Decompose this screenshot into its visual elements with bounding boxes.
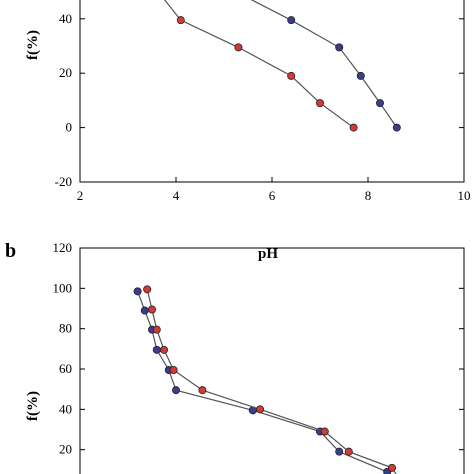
y-tick-label: 40 (59, 11, 72, 26)
x-tick-label: 10 (458, 188, 471, 203)
panel-label: b (5, 240, 16, 262)
x-tick-label: 4 (173, 188, 180, 203)
panel-b-chart: 20 40 60 80 100 120 f(%) b (5, 240, 465, 474)
data-point-blue (152, 345, 161, 354)
plot-frame (79, 247, 465, 474)
y-tick-label: 20 (59, 442, 72, 457)
data-point-blue (335, 447, 344, 456)
data-point-red (287, 71, 296, 80)
data-point-red (147, 305, 156, 314)
data-point-red (315, 99, 324, 108)
data-point-blue (392, 123, 401, 132)
data-point-red (234, 43, 243, 52)
plot-frame (79, 0, 465, 183)
series-line-red (146, 289, 397, 474)
y-tick-label: 60 (59, 361, 72, 376)
data-point-blue (171, 386, 180, 395)
y-tick-label: 80 (59, 321, 72, 336)
data-point-red (255, 405, 264, 414)
panel-a-chart: -200204060246810pHf(%) (25, 0, 471, 262)
data-point-red (152, 325, 161, 334)
x-axis-title: pH (258, 246, 278, 262)
data-point-red (349, 123, 358, 132)
series-line-red (163, 0, 354, 129)
x-tick-label: 8 (365, 188, 372, 203)
data-point-blue (133, 287, 142, 296)
data-point-red (198, 386, 207, 395)
data-point-blue (287, 16, 296, 25)
x-tick-label: 6 (269, 188, 276, 203)
y-tick-label: 0 (66, 120, 73, 135)
y-tick-label: 100 (53, 280, 73, 295)
x-tick-label: 2 (77, 188, 84, 203)
data-point-blue (335, 43, 344, 52)
series-line-blue (137, 291, 390, 474)
y-tick-label: 40 (59, 401, 72, 416)
y-tick-label: -20 (55, 174, 72, 189)
y-axis-title: f(%) (25, 391, 41, 421)
data-point-red (387, 463, 396, 472)
data-point-blue (356, 71, 365, 80)
data-point-blue (140, 306, 149, 315)
y-tick-label: 120 (53, 240, 73, 255)
data-point-red (143, 285, 152, 294)
data-point-red (159, 345, 168, 354)
data-point-blue (375, 99, 384, 108)
data-point-red (344, 447, 353, 456)
data-point-red (320, 427, 329, 436)
data-point-red (169, 366, 178, 375)
data-point-red (176, 16, 185, 25)
y-axis-title: f(%) (25, 30, 41, 60)
y-tick-label: 20 (59, 65, 72, 80)
